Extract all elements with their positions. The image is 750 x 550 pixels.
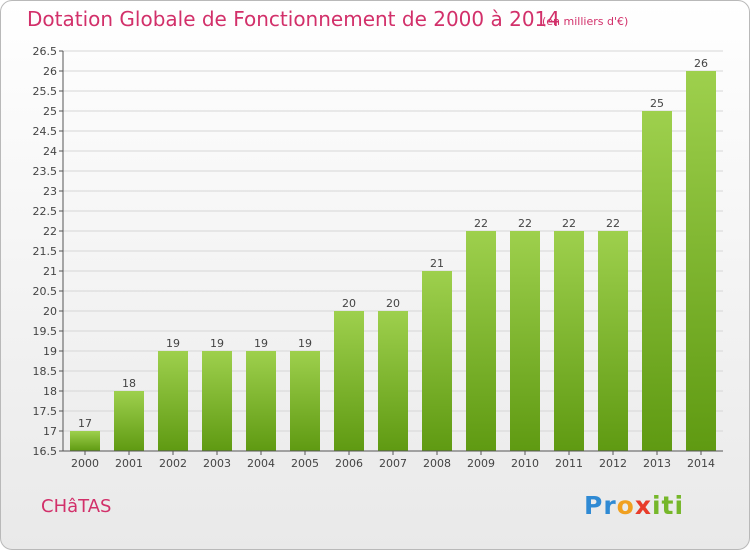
chart-subtitle: (en milliers d'€) <box>542 15 629 28</box>
y-tick-label: 17 <box>43 425 57 438</box>
bar-2008 <box>422 271 452 451</box>
axes: 16.5 17 17.5 18 18.5 19 19.5 20 20.5 21 21.5 22 22.5… <box>33 45 723 470</box>
y-tick-label: 19 <box>43 345 57 358</box>
bar-value-label: 20 <box>386 297 400 310</box>
x-tick-label: 2002 <box>159 457 187 470</box>
x-tick-label: 2005 <box>291 457 319 470</box>
bar-2011 <box>554 231 584 451</box>
y-tick-label: 26.5 <box>33 45 58 58</box>
bar-2013 <box>642 111 672 451</box>
x-tick-label: 2004 <box>247 457 275 470</box>
logo-part: iti <box>651 491 685 520</box>
y-tick-label: 20 <box>43 305 57 318</box>
y-tick-label: 24.5 <box>33 125 58 138</box>
bar-2005 <box>290 351 320 451</box>
bar-value-label: 19 <box>298 337 312 350</box>
bar-2006 <box>334 311 364 451</box>
y-tick-label: 21.5 <box>33 245 58 258</box>
bar-value-label: 19 <box>210 337 224 350</box>
y-tick-label: 22 <box>43 225 57 238</box>
logo-part: o <box>616 491 635 520</box>
logo-part: Pr <box>584 491 617 520</box>
bar-2001 <box>114 391 144 451</box>
y-tick-label: 18.5 <box>33 365 58 378</box>
y-tick-label: 17.5 <box>33 405 58 418</box>
bar-2002 <box>158 351 188 451</box>
bar-value-label: 17 <box>78 417 92 430</box>
bars <box>70 71 716 451</box>
bar-value-label: 21 <box>430 257 444 270</box>
x-tick-label: 2001 <box>115 457 143 470</box>
x-tick-label: 2010 <box>511 457 539 470</box>
y-tick-label: 25 <box>43 105 57 118</box>
chart-title: Dotation Globale de Fonctionnement de 20… <box>27 7 560 31</box>
bar-value-label: 22 <box>518 217 532 230</box>
y-tick-label: 25.5 <box>33 85 58 98</box>
commune-name: CHâTAS <box>41 496 112 517</box>
bar-2012 <box>598 231 628 451</box>
y-tick-label: 23 <box>43 185 57 198</box>
bar-value-label: 20 <box>342 297 356 310</box>
x-tick-label: 2003 <box>203 457 231 470</box>
x-tick-label: 2006 <box>335 457 363 470</box>
logo-part: x <box>634 491 652 520</box>
y-tick-label: 23.5 <box>33 165 58 178</box>
bar-value-label: 18 <box>122 377 136 390</box>
y-tick-label: 19.5 <box>33 325 58 338</box>
bar-value-label: 19 <box>166 337 180 350</box>
x-tick-label: 2014 <box>687 457 715 470</box>
y-tick-label: 18 <box>43 385 57 398</box>
bar-value-label: 22 <box>562 217 576 230</box>
bar-value-label: 22 <box>474 217 488 230</box>
bar-value-label: 25 <box>650 97 664 110</box>
bar-2003 <box>202 351 232 451</box>
x-tick-label: 2007 <box>379 457 407 470</box>
x-tick-label: 2013 <box>643 457 671 470</box>
bar-2000 <box>70 431 100 451</box>
x-tick-label: 2009 <box>467 457 495 470</box>
proxiti-logo: Proxiti <box>584 491 684 520</box>
y-tick-label: 22.5 <box>33 205 58 218</box>
value-labels: 17 18 19 19 19 19 20 20 21 22 22 22 22 25 26 <box>78 57 708 430</box>
x-tick-label: 2008 <box>423 457 451 470</box>
x-tick-label: 2012 <box>599 457 627 470</box>
bar-value-label: 26 <box>694 57 708 70</box>
x-tick-label: 2000 <box>71 457 99 470</box>
y-tick-label: 26 <box>43 65 57 78</box>
x-tick-label: 2011 <box>555 457 583 470</box>
y-tick-label: 20.5 <box>33 285 58 298</box>
y-tick-label: 24 <box>43 145 57 158</box>
y-tick-label: 21 <box>43 265 57 278</box>
bar-value-label: 19 <box>254 337 268 350</box>
bar-2004 <box>246 351 276 451</box>
bar-2014 <box>686 71 716 451</box>
bar-2007 <box>378 311 408 451</box>
bar-2010 <box>510 231 540 451</box>
y-tick-label: 16.5 <box>33 445 58 458</box>
bar-value-label: 22 <box>606 217 620 230</box>
bar-2009 <box>466 231 496 451</box>
